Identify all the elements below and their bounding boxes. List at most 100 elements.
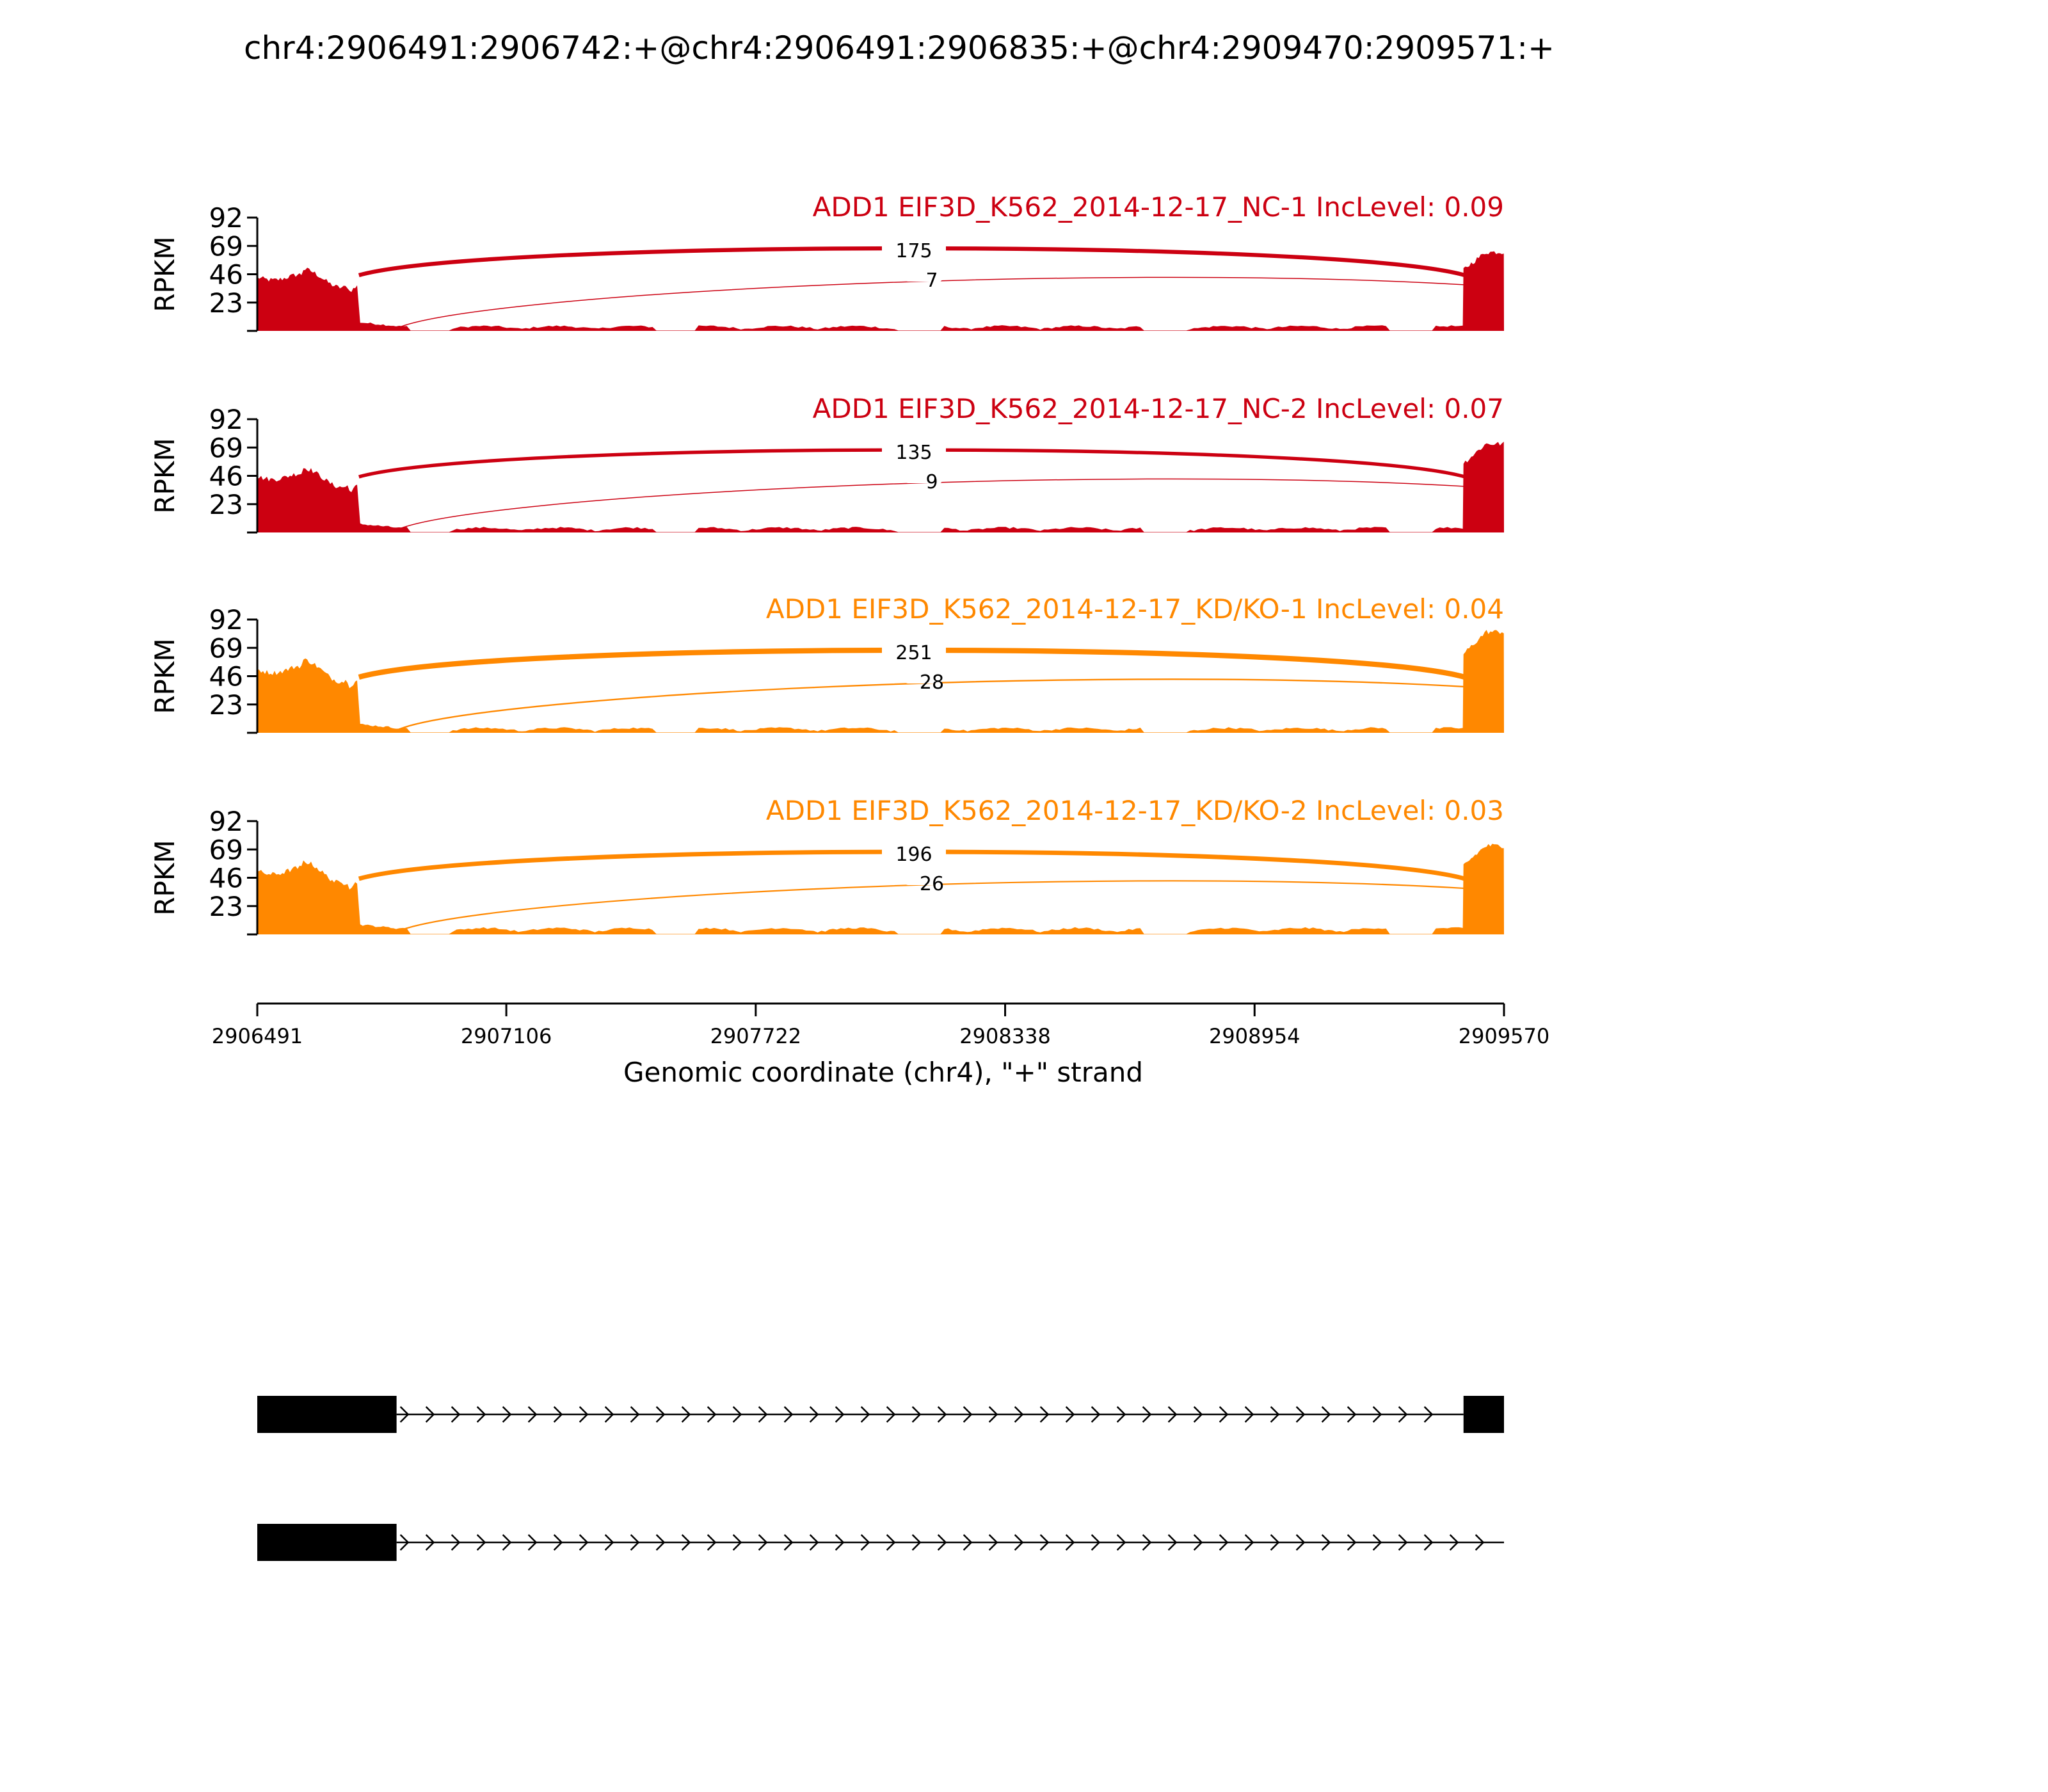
strand-arrow bbox=[886, 1406, 896, 1423]
x-tick-label: 2909570 bbox=[1459, 1024, 1550, 1048]
junction-count-bg bbox=[882, 641, 946, 666]
y-tick-label: 92 bbox=[209, 404, 243, 435]
strand-arrow bbox=[783, 1534, 794, 1551]
strand-arrow bbox=[1347, 1406, 1357, 1423]
skipping-count-label: 26 bbox=[920, 873, 944, 895]
y-axis-label: RPKM bbox=[149, 638, 180, 714]
strand-arrow bbox=[937, 1406, 947, 1423]
strand-arrow bbox=[1142, 1406, 1152, 1423]
strand-arrow bbox=[1014, 1406, 1024, 1423]
junction-count-bg bbox=[882, 843, 946, 867]
strand-arrow bbox=[399, 1534, 410, 1551]
strand-arrow bbox=[1193, 1406, 1203, 1423]
strand-arrow bbox=[1372, 1406, 1382, 1423]
x-tick-label: 2907106 bbox=[461, 1024, 552, 1048]
strand-arrow bbox=[1039, 1406, 1050, 1423]
chart-title: chr4:2906491:2906742:+@chr4:2906491:2906… bbox=[244, 29, 1555, 67]
strand-arrow bbox=[860, 1406, 870, 1423]
strand-arrow bbox=[604, 1534, 614, 1551]
sample-label: ADD1 EIF3D_K562_2014-12-17_NC-1 IncLevel… bbox=[813, 191, 1504, 223]
skipping-junction-arc bbox=[396, 678, 1465, 732]
strand-arrow bbox=[553, 1406, 563, 1423]
gene-models bbox=[257, 1396, 1504, 1561]
strand-arrow bbox=[1116, 1534, 1126, 1551]
strand-arrow bbox=[1219, 1406, 1229, 1423]
strand-arrow bbox=[809, 1534, 819, 1551]
strand-arrow bbox=[502, 1406, 512, 1423]
strand-arrow bbox=[1475, 1534, 1485, 1551]
skipping-count-label: 7 bbox=[925, 269, 938, 292]
strand-arrow bbox=[399, 1406, 410, 1423]
strand-arrow bbox=[476, 1534, 486, 1551]
strand-arrow bbox=[1423, 1534, 1434, 1551]
sample-label: ADD1 EIF3D_K562_2014-12-17_NC-2 IncLevel… bbox=[813, 393, 1504, 424]
junction-count-bg bbox=[882, 239, 946, 264]
strand-arrow bbox=[604, 1406, 614, 1423]
strand-arrow bbox=[655, 1534, 666, 1551]
inclusion-count-label: 175 bbox=[895, 240, 932, 262]
strand-arrow bbox=[527, 1534, 538, 1551]
strand-arrow bbox=[527, 1406, 538, 1423]
strand-arrow bbox=[835, 1406, 845, 1423]
strand-arrow bbox=[911, 1406, 922, 1423]
strand-arrow bbox=[579, 1406, 589, 1423]
y-tick-label: 46 bbox=[209, 661, 243, 692]
coverage-area bbox=[257, 442, 1504, 532]
strand-arrow bbox=[886, 1534, 896, 1551]
strand-arrow bbox=[630, 1406, 640, 1423]
strand-arrow bbox=[1065, 1534, 1075, 1551]
strand-arrow bbox=[911, 1534, 922, 1551]
inclusion-count-label: 251 bbox=[895, 642, 932, 664]
exon-block bbox=[257, 1524, 397, 1561]
junction-count-bg bbox=[904, 469, 943, 483]
skipping-count-label: 28 bbox=[920, 671, 944, 694]
junction-count-bg bbox=[904, 669, 943, 684]
strand-arrow bbox=[502, 1534, 512, 1551]
inclusion-count-label: 135 bbox=[895, 442, 932, 464]
strand-arrow bbox=[1219, 1534, 1229, 1551]
x-tick-label: 2908338 bbox=[959, 1024, 1051, 1048]
strand-arrow bbox=[1244, 1406, 1254, 1423]
y-tick-label: 46 bbox=[209, 461, 243, 492]
strand-arrow bbox=[963, 1406, 973, 1423]
exon-block bbox=[257, 1396, 397, 1433]
strand-arrow bbox=[1295, 1406, 1306, 1423]
x-axis-label: Genomic coordinate (chr4), "+" strand bbox=[623, 1057, 1143, 1088]
strand-arrow bbox=[1039, 1534, 1050, 1551]
strand-arrow bbox=[1347, 1534, 1357, 1551]
strand-arrow bbox=[553, 1534, 563, 1551]
sample-label: ADD1 EIF3D_K562_2014-12-17_KD/KO-2 IncLe… bbox=[766, 795, 1504, 826]
junction-count-bg bbox=[904, 268, 943, 282]
skipping-count-label: 9 bbox=[925, 471, 938, 493]
strand-arrow bbox=[988, 1406, 998, 1423]
skipping-junction-arc bbox=[396, 276, 1465, 329]
strand-arrow bbox=[988, 1534, 998, 1551]
x-axis: 2906491 2907106 2907722 2908338 2908954 29095… bbox=[212, 1002, 1550, 1048]
strand-arrow bbox=[835, 1534, 845, 1551]
y-axis-label: RPKM bbox=[149, 236, 180, 312]
strand-arrow bbox=[1014, 1534, 1024, 1551]
transcript-model bbox=[257, 1524, 1504, 1561]
strand-arrow bbox=[1295, 1534, 1306, 1551]
strand-arrow bbox=[809, 1406, 819, 1423]
y-tick-label: 69 bbox=[209, 632, 243, 664]
strand-arrow bbox=[425, 1534, 435, 1551]
y-tick-label: 92 bbox=[209, 202, 243, 234]
strand-arrow bbox=[1244, 1534, 1254, 1551]
y-tick-label: 23 bbox=[209, 287, 243, 319]
x-tick-label: 2907722 bbox=[710, 1024, 802, 1048]
coverage-area bbox=[257, 844, 1504, 934]
strand-arrow bbox=[451, 1406, 461, 1423]
strand-arrow bbox=[860, 1534, 870, 1551]
sample-label: ADD1 EIF3D_K562_2014-12-17_KD/KO-1 IncLe… bbox=[766, 593, 1504, 625]
strand-arrow bbox=[1167, 1534, 1178, 1551]
strand-arrow bbox=[1091, 1534, 1101, 1551]
y-axis-label: RPKM bbox=[149, 840, 180, 915]
exon-block bbox=[1463, 1396, 1504, 1433]
